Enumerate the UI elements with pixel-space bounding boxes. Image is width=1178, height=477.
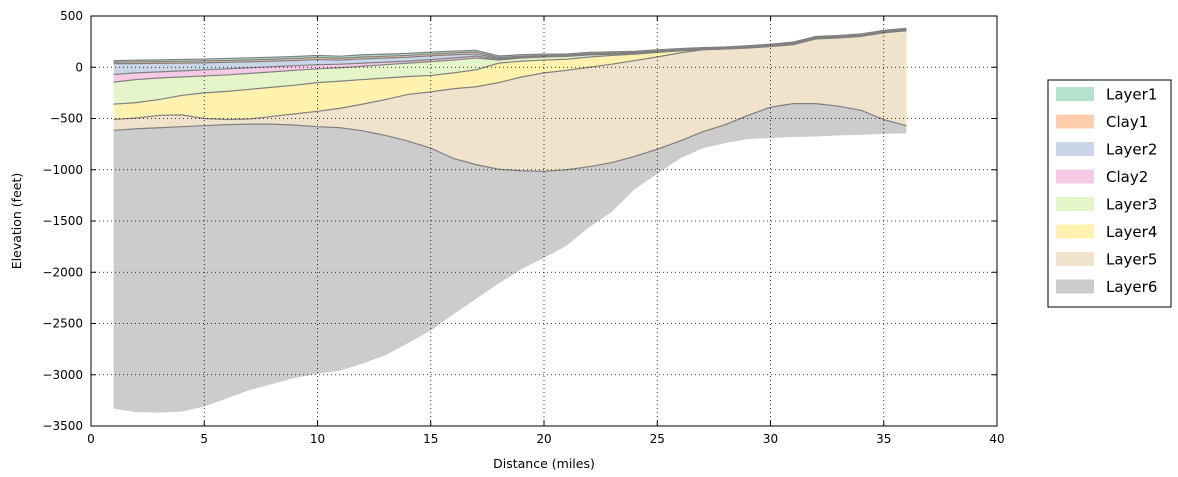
grid-lines xyxy=(91,16,997,426)
x-tick-label: 5 xyxy=(200,432,208,446)
axis-ticks: 0 5 10 15 20 25 30 35 40 500 0 −500 −1000 −1500 −2000 −… xyxy=(42,9,1004,446)
boundary-line-top xyxy=(113,27,907,62)
x-tick-label: 40 xyxy=(989,432,1004,446)
x-tick-label: 35 xyxy=(876,432,891,446)
y-tick-label: 500 xyxy=(60,9,83,23)
legend-swatch-layer3 xyxy=(1056,197,1094,211)
boundary-lines xyxy=(113,27,907,172)
legend-label-layer6: Layer6 xyxy=(1106,278,1157,296)
y-tick-label: 0 xyxy=(75,60,83,74)
y-tick-label: −3500 xyxy=(42,419,83,433)
x-tick-label: 20 xyxy=(536,432,551,446)
x-tick-label: 15 xyxy=(423,432,438,446)
boundary-line-layer5-layer6 xyxy=(113,103,907,172)
legend-swatch-layer2 xyxy=(1056,142,1094,156)
legend-swatch-layer4 xyxy=(1056,224,1094,239)
x-tick-label: 25 xyxy=(650,432,665,446)
y-tick-label: −1000 xyxy=(42,163,83,177)
legend-label-layer4: Layer4 xyxy=(1106,223,1157,241)
legend-label-clay2: Clay2 xyxy=(1106,168,1148,186)
x-axis-title: Distance (miles) xyxy=(493,456,595,471)
legend-label-layer3: Layer3 xyxy=(1106,196,1157,214)
boundary-line-layer4-layer5 xyxy=(113,30,907,121)
legend-swatch-layer1 xyxy=(1056,87,1094,101)
x-tick-label: 10 xyxy=(310,432,325,446)
area-layer5 xyxy=(113,30,907,172)
y-tick-label: −2000 xyxy=(42,265,83,279)
legend-swatch-clay1 xyxy=(1056,114,1094,129)
y-tick-label: −2500 xyxy=(42,317,83,331)
area-layer6 xyxy=(113,103,907,413)
y-tick-label: −500 xyxy=(50,112,83,126)
area-layer2 xyxy=(113,29,907,75)
legend-label-layer1: Layer1 xyxy=(1106,86,1157,104)
legend: Layer1 Clay1 Layer2 Clay2 Layer3 Layer4 Layer5… xyxy=(1047,79,1172,308)
y-tick-label: −1500 xyxy=(42,214,83,228)
legend-label-clay1: Clay1 xyxy=(1106,113,1148,131)
y-axis-title: Elevation (feet) xyxy=(9,173,24,269)
legend-swatch-layer6 xyxy=(1056,279,1094,294)
legend-label-layer5: Layer5 xyxy=(1106,251,1157,269)
legend-swatch-layer5 xyxy=(1056,252,1094,266)
y-tick-label: −3000 xyxy=(42,368,83,382)
legend-swatch-clay2 xyxy=(1056,169,1094,184)
legend-label-layer2: Layer2 xyxy=(1106,141,1157,159)
x-tick-label: 30 xyxy=(763,432,778,446)
x-tick-label: 0 xyxy=(87,432,95,446)
area-layer4 xyxy=(113,30,907,120)
